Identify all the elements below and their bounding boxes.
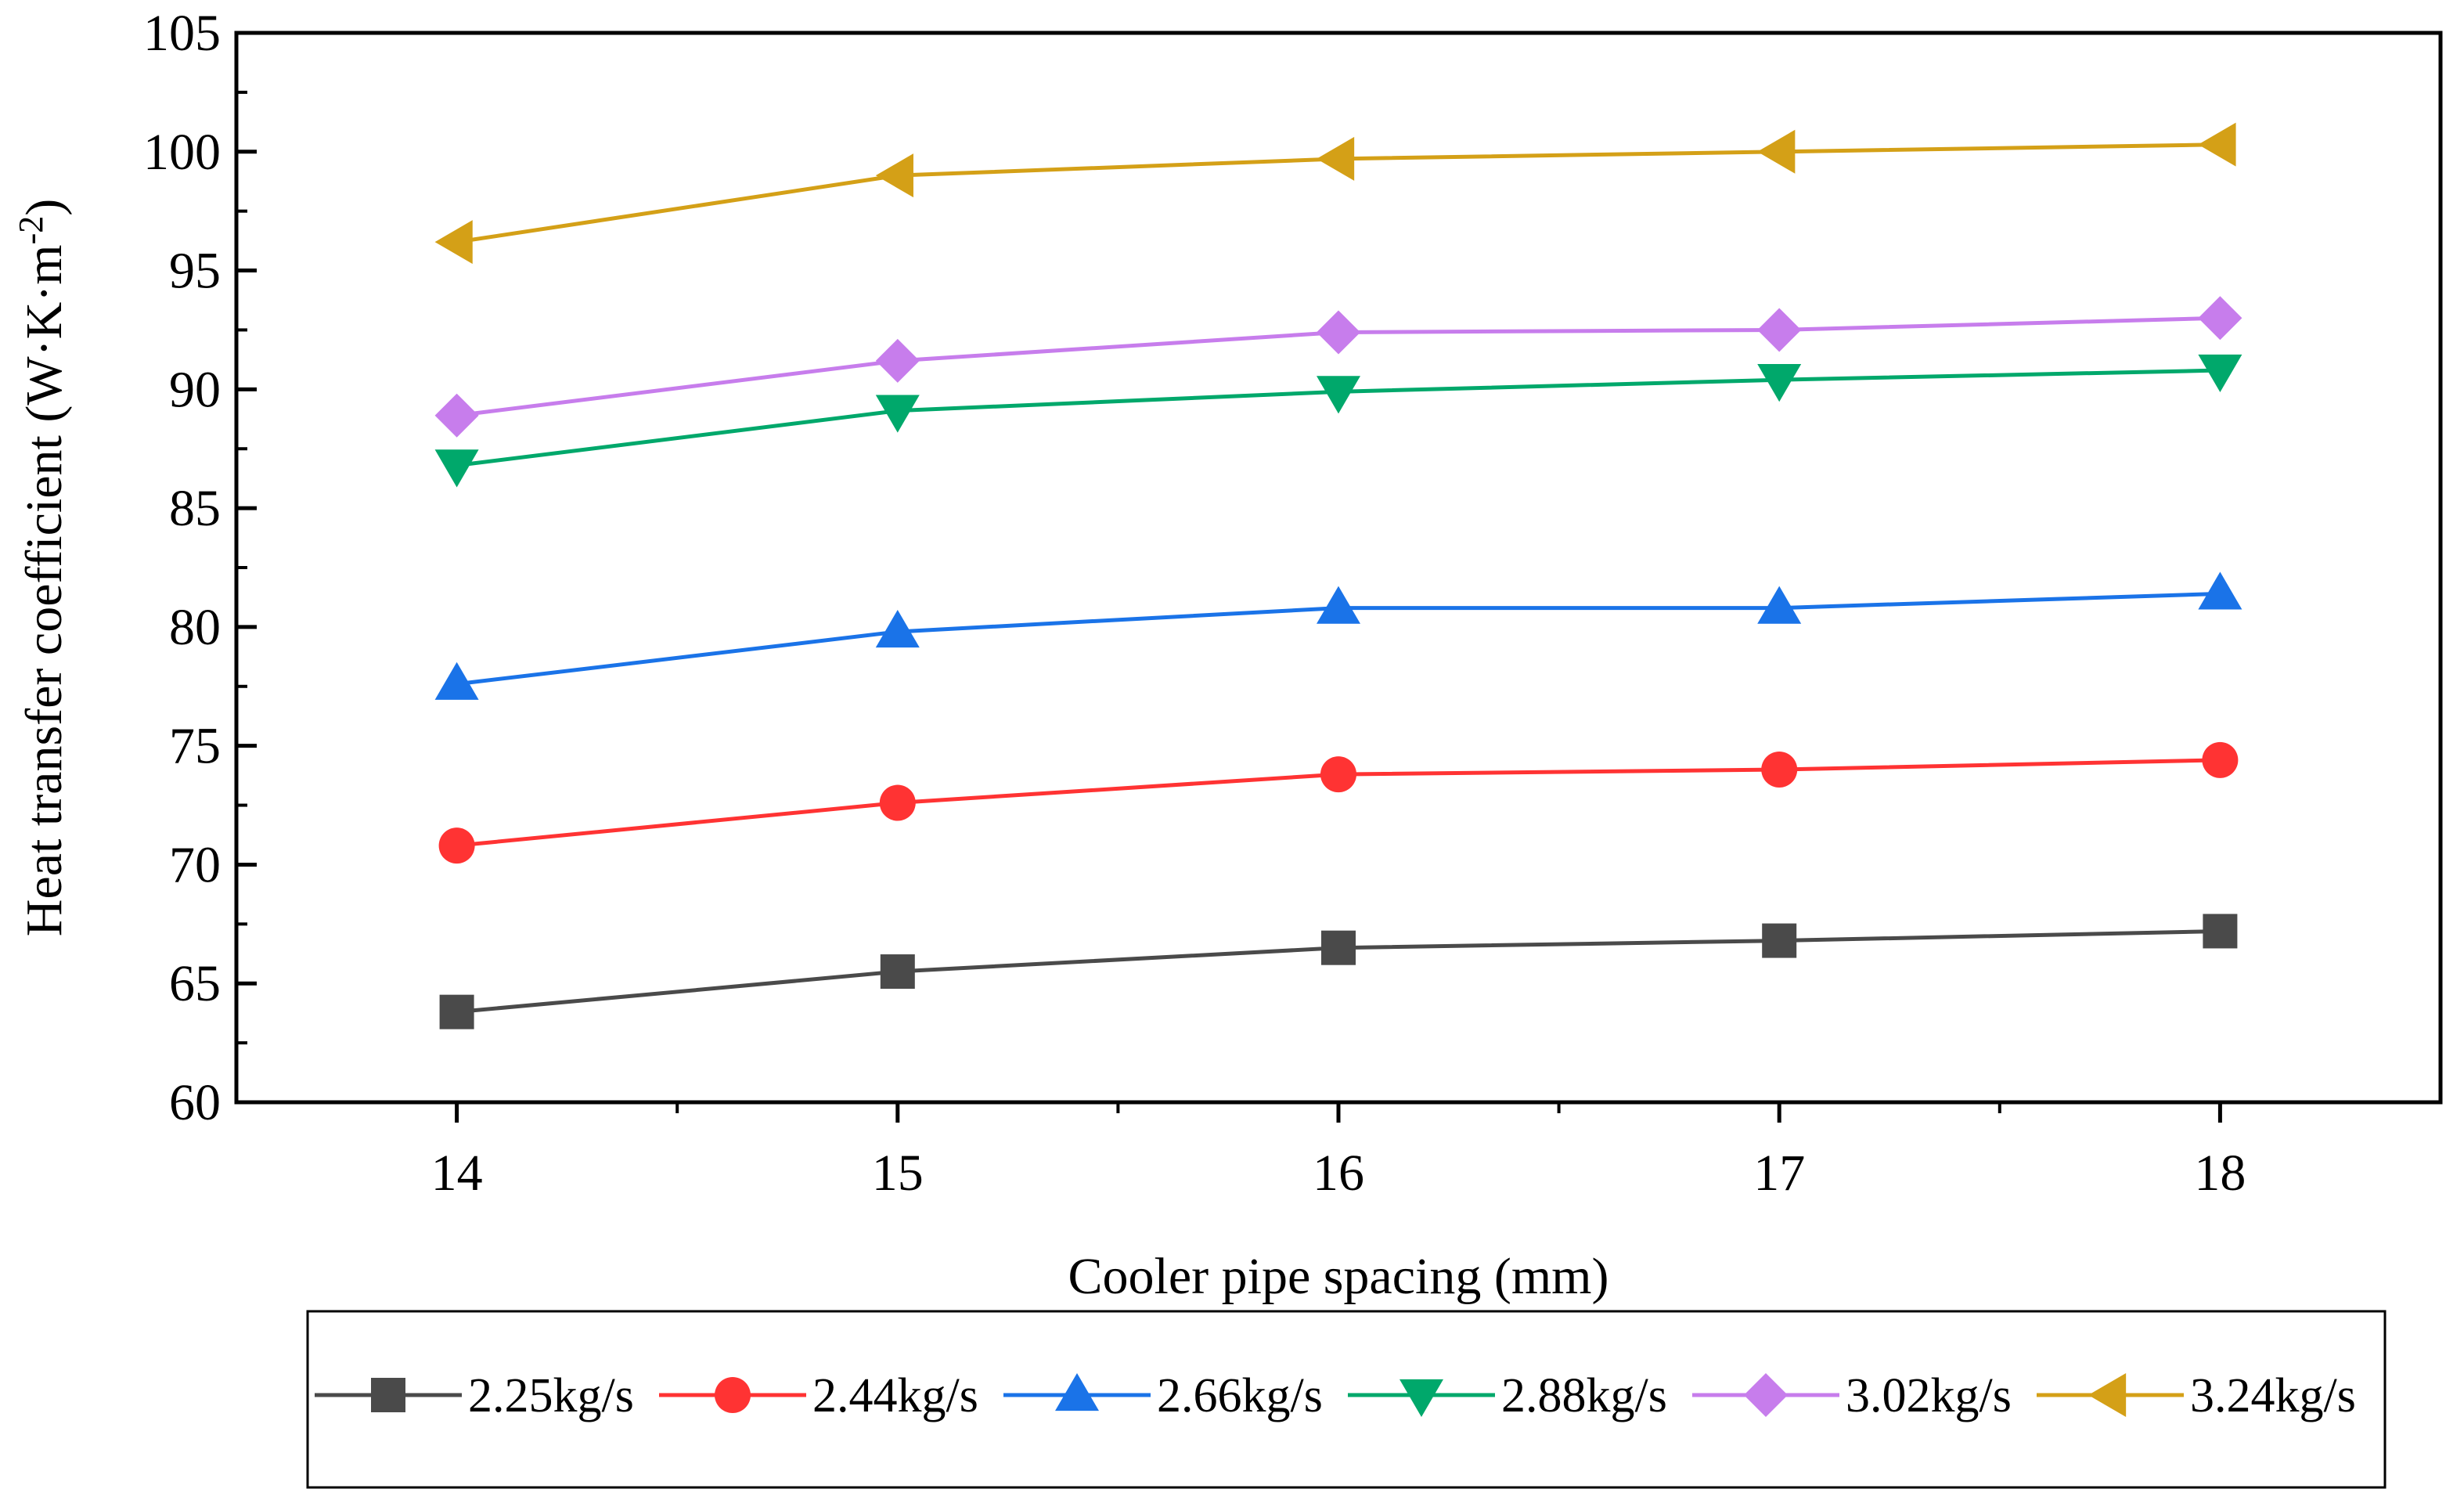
x-tick-label: 16 <box>1313 1145 1364 1202</box>
y-tick-label: 80 <box>169 599 221 656</box>
x-tick-label: 14 <box>431 1145 483 1202</box>
data-point <box>2198 296 2242 341</box>
y-axis-title-close: ) <box>16 199 73 216</box>
data-point <box>2198 354 2242 393</box>
data-point <box>879 784 916 821</box>
legend-label: 2.25kg/s <box>468 1369 634 1422</box>
x-axis-title: Cooler pipe spacing (mm) <box>1068 1248 1608 1305</box>
legend-marker <box>1744 1373 1788 1417</box>
y-tick-label: 105 <box>143 5 221 62</box>
series-2.66kg/s <box>434 571 2242 700</box>
data-point <box>1762 923 1797 958</box>
y-tick-label: 60 <box>169 1074 221 1131</box>
data-point <box>1321 930 1356 965</box>
data-point <box>875 338 920 383</box>
legend-marker <box>1055 1373 1099 1411</box>
legend-label: 2.44kg/s <box>812 1369 978 1422</box>
series-3.24kg/s <box>434 122 2236 265</box>
data-point <box>2198 122 2236 167</box>
x-axis: 14 15 16 17 18 <box>431 1102 2246 1202</box>
data-point <box>2203 914 2238 949</box>
series-2.25kg/s <box>439 914 2238 1029</box>
y-tick-label: 95 <box>169 243 221 300</box>
y-tick-label: 70 <box>169 836 221 893</box>
legend-item: 2.25kg/s <box>315 1369 634 1422</box>
legend-label: 3.02kg/s <box>1846 1369 2012 1422</box>
legend-marker <box>715 1377 751 1413</box>
data-point <box>1320 756 1356 793</box>
data-point <box>880 954 915 990</box>
y-axis: 60 65 70 75 80 85 90 95 100 105 <box>143 5 257 1131</box>
data-point <box>1317 586 1360 624</box>
legend-marker <box>1400 1379 1443 1417</box>
data-point <box>1317 136 1355 181</box>
data-point <box>1757 129 1796 174</box>
data-point <box>434 393 479 438</box>
legend-item: 3.24kg/s <box>2037 1369 2356 1422</box>
data-point <box>1757 364 1802 402</box>
data-point <box>438 827 475 864</box>
legend-label: 2.66kg/s <box>1157 1369 1323 1422</box>
legend-box <box>306 1310 2387 1489</box>
legend-item: 2.44kg/s <box>659 1369 978 1422</box>
series-3.02kg/s <box>434 296 2242 438</box>
legend-item: 3.02kg/s <box>1692 1369 2012 1422</box>
data-point <box>439 994 474 1029</box>
y-tick-label: 65 <box>169 955 221 1012</box>
legend-label: 3.24kg/s <box>2190 1369 2356 1422</box>
data-point <box>1317 376 1360 414</box>
series-2.44kg/s <box>438 741 2239 864</box>
x-tick-label: 15 <box>872 1145 924 1202</box>
series-2.88kg/s <box>434 354 2242 488</box>
data-point <box>1757 308 1802 352</box>
data-point <box>1317 310 1360 355</box>
data-point <box>434 449 479 488</box>
data-point <box>2198 571 2242 610</box>
legend-label: 2.88kg/s <box>1501 1369 1667 1422</box>
y-axis-title: Heat transfer coefficient (W·K·m-2) <box>12 199 73 936</box>
data-point <box>2202 741 2239 778</box>
data-point <box>875 395 920 433</box>
y-axis-title-superscript: -2 <box>12 216 50 245</box>
legend: 2.25kg/s 2.44kg/s 2.66kg/s 2.88kg/s 3.02kg/s… <box>315 1369 2356 1422</box>
y-tick-label: 85 <box>169 480 221 537</box>
data-point <box>1761 752 1798 788</box>
y-tick-label: 90 <box>169 361 221 418</box>
data-point <box>875 153 913 198</box>
data-point <box>434 220 473 265</box>
data-point <box>1757 586 1802 624</box>
y-axis-title-main: Heat transfer coefficient (W·K·m <box>16 244 73 936</box>
data-point <box>875 609 920 648</box>
data-point <box>434 662 479 700</box>
legend-item: 2.66kg/s <box>1003 1369 1323 1422</box>
legend-marker <box>371 1378 405 1412</box>
x-tick-label: 17 <box>1753 1145 1805 1202</box>
x-tick-label: 18 <box>2194 1145 2246 1202</box>
legend-item: 2.88kg/s <box>1348 1369 1667 1422</box>
series-layer <box>434 122 2242 1029</box>
y-tick-label: 100 <box>143 124 221 181</box>
legend-marker <box>2088 1373 2127 1417</box>
y-tick-label: 75 <box>169 718 221 775</box>
